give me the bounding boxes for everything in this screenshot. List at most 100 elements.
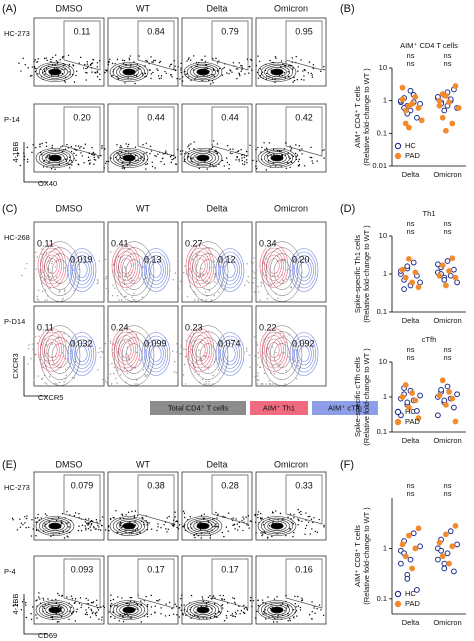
event-dot — [76, 70, 78, 72]
data-point — [439, 377, 446, 384]
event-dot — [264, 148, 266, 151]
contour — [186, 149, 220, 167]
event-dot — [133, 292, 135, 295]
event-dot — [223, 598, 226, 601]
data-point — [407, 556, 414, 563]
event-dot — [35, 251, 37, 253]
event-dot — [245, 150, 248, 153]
x-tick-label: Omicron — [433, 170, 461, 179]
event-dot — [235, 159, 237, 161]
contour — [35, 62, 75, 82]
event-dot — [123, 63, 125, 65]
data-point — [406, 404, 412, 411]
event-dot — [231, 71, 233, 73]
event-dot — [235, 518, 237, 520]
event-dot — [256, 379, 259, 381]
contour — [47, 337, 73, 374]
th1-frequency: 0.11 — [37, 322, 54, 332]
event-dot — [113, 366, 115, 368]
event-dot — [49, 287, 52, 289]
event-dot — [150, 150, 153, 152]
contour — [269, 337, 295, 374]
event-dot — [107, 160, 110, 163]
event-dot — [175, 163, 177, 165]
event-dot — [90, 608, 92, 611]
contour — [298, 346, 310, 362]
event-dot — [206, 168, 208, 170]
event-dot — [72, 269, 74, 271]
contour — [121, 337, 147, 374]
event-dot — [91, 71, 93, 73]
event-dot — [239, 613, 241, 615]
event-dot — [12, 604, 15, 606]
event-dot — [51, 144, 53, 147]
event-dot — [66, 143, 68, 146]
event-dot — [191, 258, 194, 261]
event-dot — [84, 613, 87, 615]
event-dot — [290, 149, 292, 151]
row-label: P-14 — [4, 115, 20, 124]
event-dot — [160, 160, 162, 163]
event-dot — [34, 517, 37, 519]
event-dot — [90, 521, 92, 523]
event-dot — [141, 156, 144, 158]
event-dot — [180, 69, 182, 71]
contour — [187, 325, 229, 386]
event-dot — [157, 600, 159, 602]
event-dot — [292, 155, 295, 158]
event-dot — [323, 157, 325, 159]
event-dot — [181, 594, 183, 597]
event-dot — [204, 355, 206, 357]
event-dot — [195, 280, 198, 283]
data-point — [436, 272, 443, 279]
event-dot — [151, 165, 154, 168]
event-dot — [197, 299, 199, 301]
gate — [63, 558, 101, 609]
event-dot — [215, 511, 217, 514]
event-dot — [24, 522, 26, 524]
event-dot — [254, 514, 256, 517]
event-dot — [31, 519, 33, 521]
event-dot — [145, 163, 147, 166]
event-dot — [198, 349, 200, 351]
event-dot — [85, 518, 87, 520]
event-dot — [176, 149, 179, 151]
event-dot — [79, 147, 81, 149]
data-point — [447, 528, 454, 535]
event-dot — [285, 369, 288, 372]
contour — [122, 154, 136, 162]
event-dot — [100, 524, 103, 527]
contour — [116, 65, 142, 79]
contour — [260, 149, 294, 167]
event-dot — [16, 604, 18, 606]
event-dot — [65, 158, 67, 160]
event-dot — [64, 267, 66, 269]
event-dot — [188, 155, 190, 158]
event-dot — [184, 355, 187, 358]
event-dot — [60, 607, 63, 609]
event-dot — [248, 72, 250, 74]
flow-plot-graphic — [87, 142, 175, 170]
event-dot — [117, 596, 119, 598]
event-dot — [40, 378, 43, 381]
contour — [191, 247, 225, 296]
event-dot — [98, 59, 101, 62]
data-point — [436, 539, 443, 546]
event-dot — [197, 163, 199, 166]
event-dot — [46, 59, 48, 62]
event-dot — [260, 512, 262, 515]
event-dot — [127, 511, 130, 514]
event-dot — [244, 284, 246, 286]
event-dot — [192, 69, 195, 71]
event-dot — [274, 373, 276, 375]
x-axis-label: CD69 — [38, 631, 57, 640]
event-dot — [22, 57, 24, 59]
event-dot — [96, 66, 98, 68]
event-dot — [91, 520, 94, 523]
event-dot — [240, 610, 243, 612]
event-dot — [88, 607, 90, 609]
cTfh-frequency: 0.019 — [70, 254, 93, 264]
event-dot — [221, 599, 223, 601]
event-dot — [297, 605, 300, 607]
contour — [116, 603, 142, 617]
